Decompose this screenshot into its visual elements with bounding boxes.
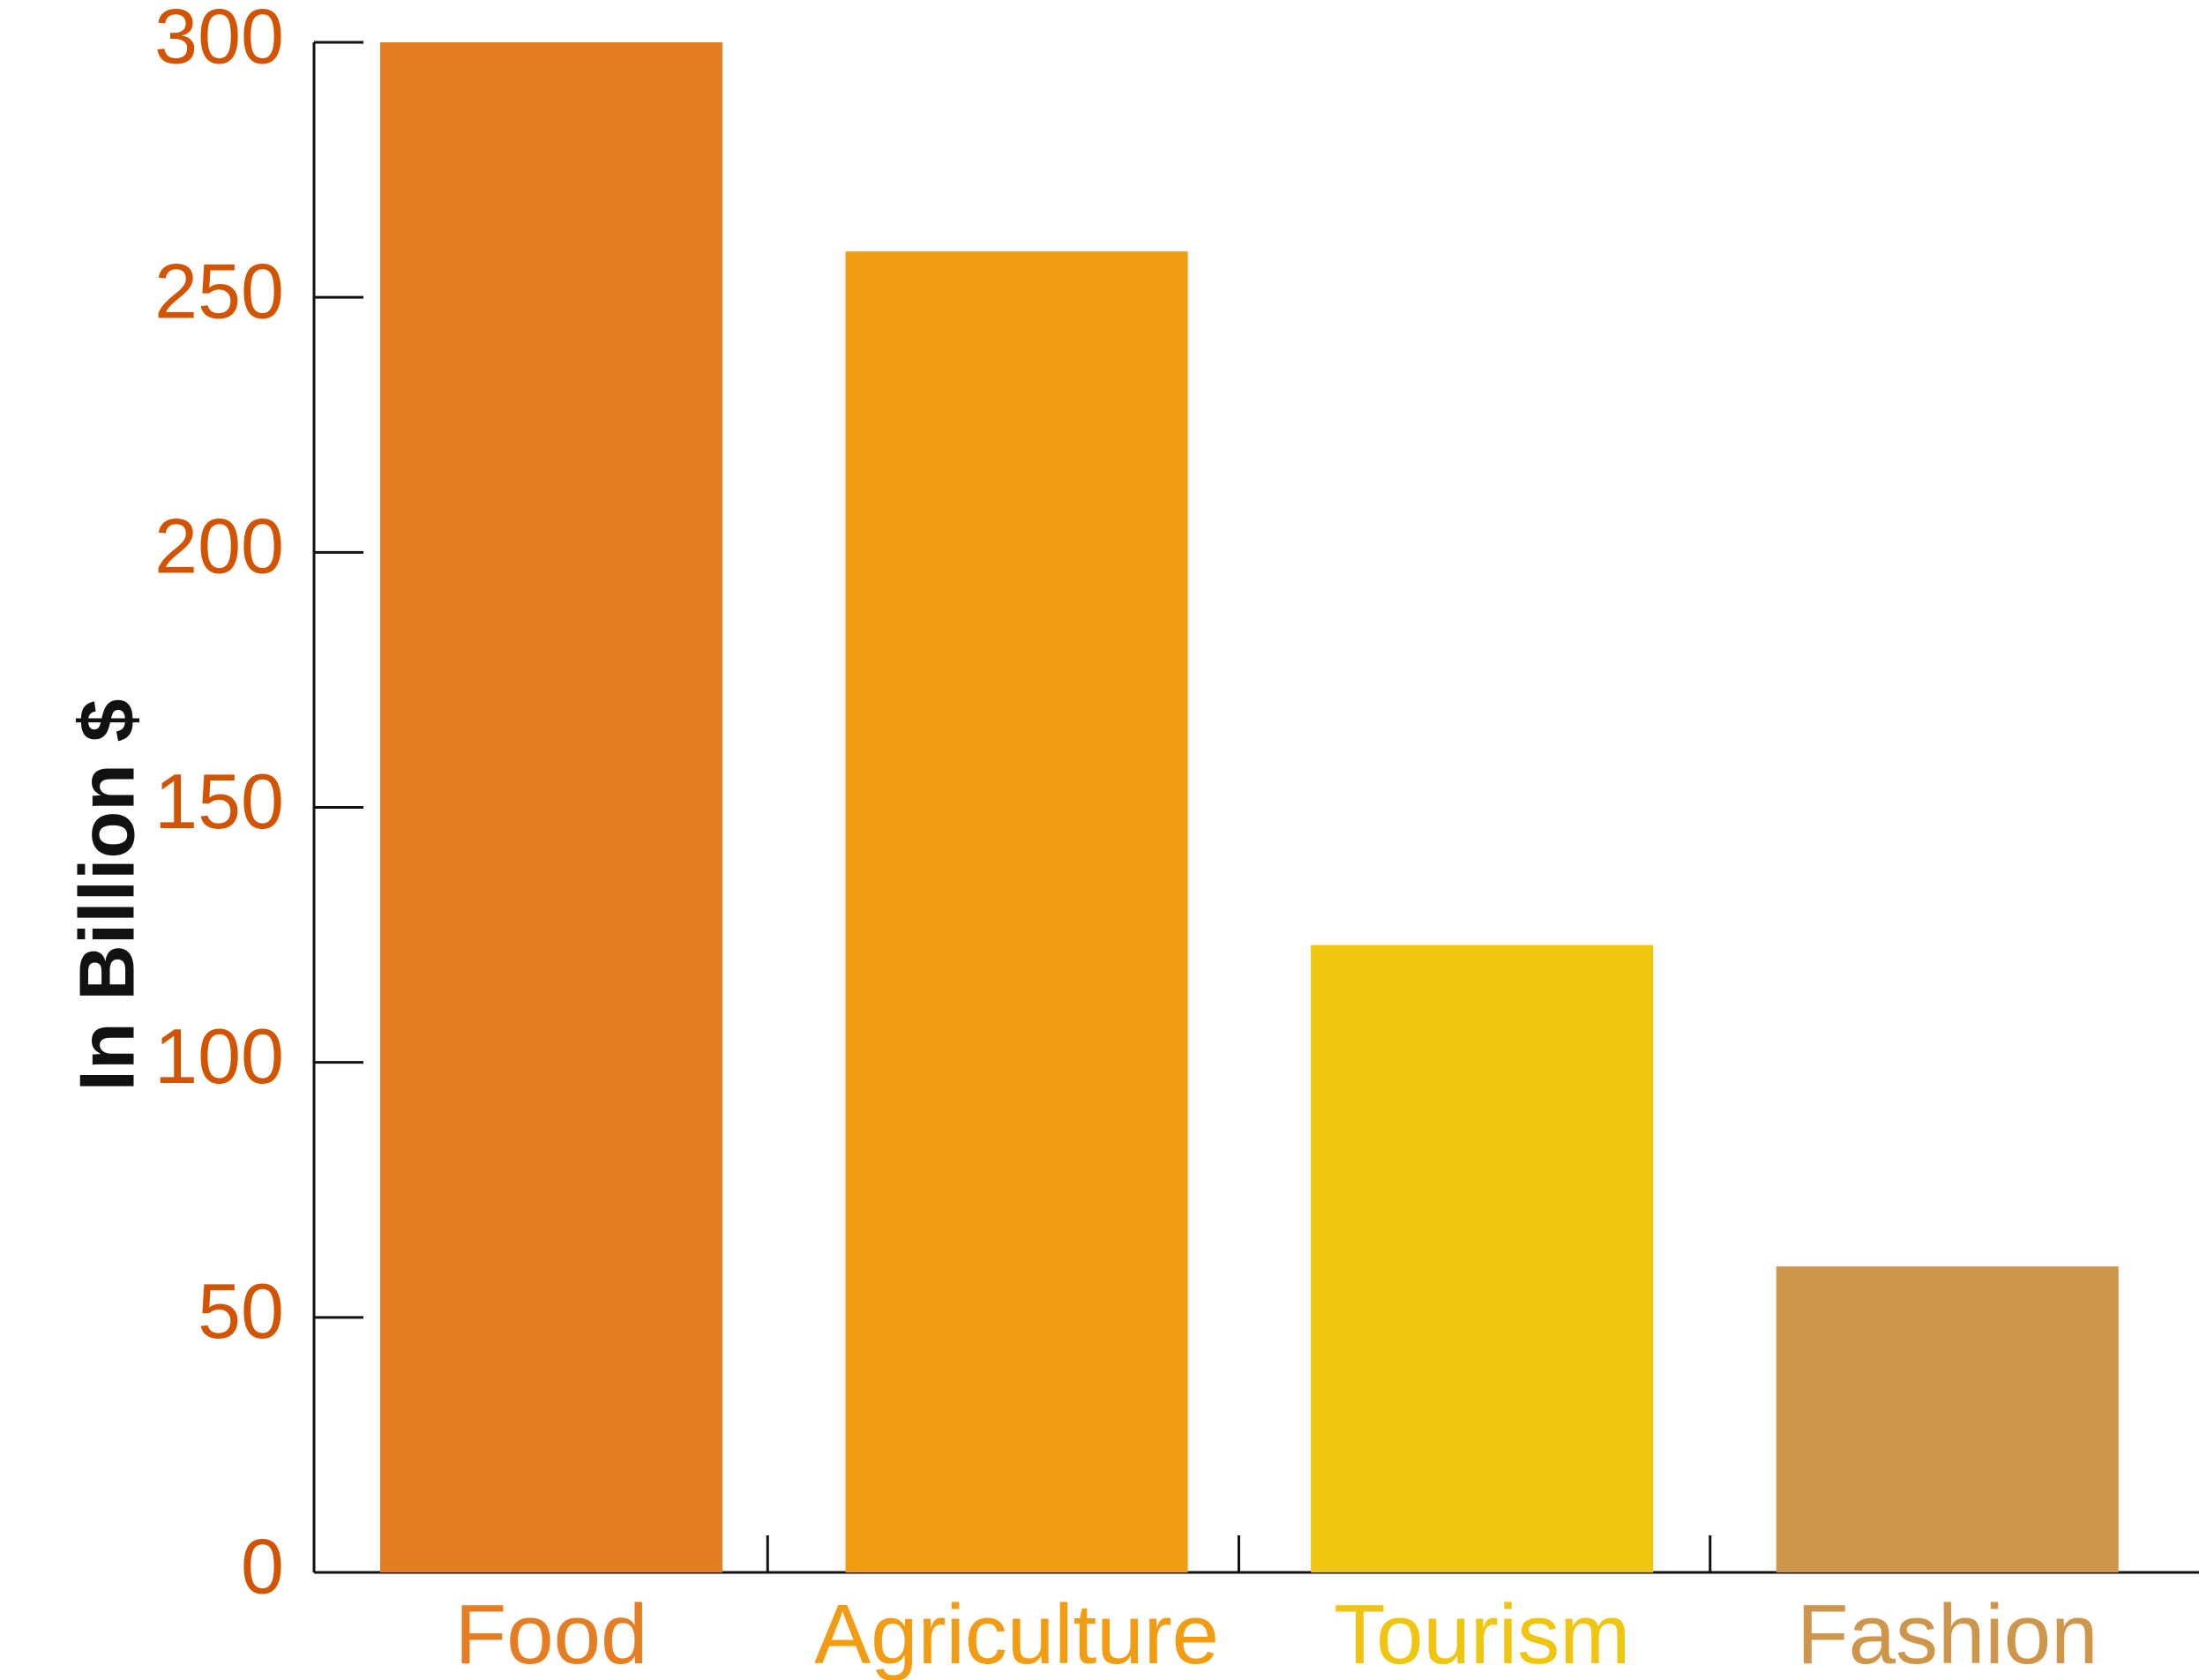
- y-tick-label: 100: [154, 1012, 284, 1100]
- y-tick-label: 150: [154, 758, 284, 845]
- x-tick-label: Agriculture: [814, 1587, 1219, 1680]
- y-tick-label: 0: [241, 1522, 284, 1609]
- bar-fashion: [1776, 1266, 2119, 1572]
- y-tick-label: 200: [154, 503, 284, 590]
- y-axis-title: In Billion $: [63, 699, 150, 1092]
- y-tick-label: 300: [154, 0, 284, 79]
- bar-tourism: [1311, 945, 1654, 1572]
- bars: [380, 42, 2119, 1572]
- bar-food: [380, 42, 722, 1572]
- y-tick-label: 250: [154, 247, 284, 334]
- x-tick-label: Fashion: [1797, 1587, 2098, 1680]
- y-axis: 0 50 100 150 200 250 300: [154, 0, 363, 1609]
- y-tick-label: 50: [198, 1267, 284, 1355]
- x-axis: Food Agriculture Tourism Fashion: [314, 1535, 2199, 1680]
- bar-agriculture: [845, 251, 1188, 1572]
- x-tick-label: Tourism: [1334, 1587, 1630, 1680]
- x-tick-label: Food: [455, 1587, 648, 1680]
